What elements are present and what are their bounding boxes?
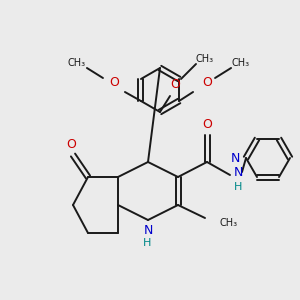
Text: O: O bbox=[109, 76, 119, 89]
Text: CH₃: CH₃ bbox=[232, 58, 250, 68]
Text: CH₃: CH₃ bbox=[220, 218, 238, 228]
Text: H: H bbox=[234, 182, 242, 192]
Text: CH₃: CH₃ bbox=[68, 58, 86, 68]
Text: O: O bbox=[170, 77, 180, 91]
Text: N: N bbox=[231, 152, 240, 164]
Text: H: H bbox=[143, 238, 151, 248]
Text: N: N bbox=[143, 224, 153, 236]
Text: N: N bbox=[234, 167, 243, 179]
Text: O: O bbox=[202, 76, 212, 89]
Text: O: O bbox=[66, 139, 76, 152]
Text: O: O bbox=[202, 118, 212, 131]
Text: CH₃: CH₃ bbox=[196, 54, 214, 64]
